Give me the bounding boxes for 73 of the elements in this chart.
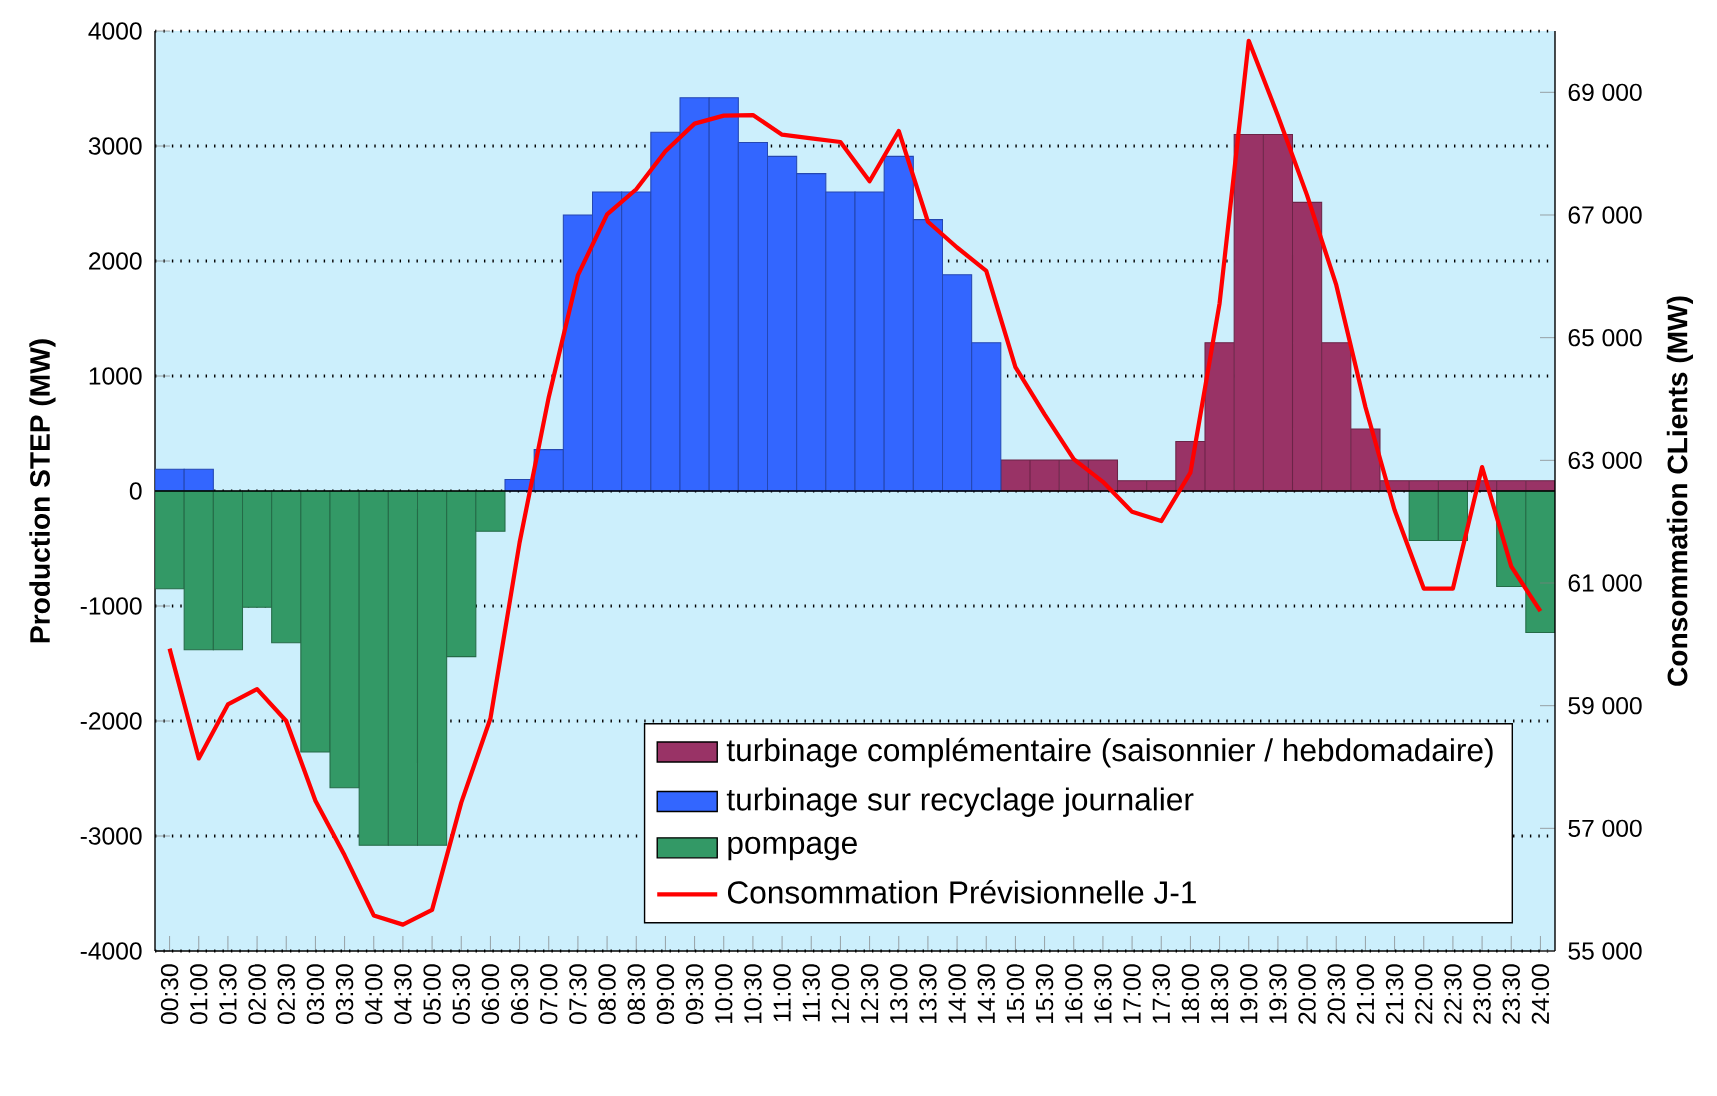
y-tick-label: 2000 <box>89 252 142 270</box>
x-tick-label: 11:00 <box>773 964 791 1022</box>
x-tick-label: 23:30 <box>1502 964 1520 1024</box>
x-tick-label: 19:00 <box>1240 964 1258 1024</box>
x-tick-label: 03:00 <box>306 964 325 1025</box>
y2-tick-label: 61 000 <box>1568 574 1642 592</box>
y2-axis-title: Consommation CLients (MW) <box>1666 296 1694 686</box>
x-tick-label: 18:00 <box>1181 964 1200 1024</box>
x-tick-label: 15:00 <box>1006 964 1025 1024</box>
y-tick-label: 0 <box>129 482 142 500</box>
line-series <box>167 38 1543 927</box>
x-tick-label: 01:30 <box>219 964 237 1025</box>
y-axis-title: Production STEP (MW) <box>29 339 56 643</box>
y2-tick-label: 57 000 <box>1568 819 1642 838</box>
x-tick-label: 20:30 <box>1327 964 1345 1024</box>
x-tick-label: 17:30 <box>1152 964 1170 1024</box>
x-tick-label: 12:30 <box>860 964 879 1024</box>
x-tick-label: 05:30 <box>452 964 470 1025</box>
x-tick-label: 21:00 <box>1356 964 1375 1024</box>
x-tick-label: 00:30 <box>160 964 179 1025</box>
x-tick-label: 04:00 <box>365 964 383 1025</box>
bar <box>1000 459 1031 492</box>
y2-tick-label: 59 000 <box>1568 697 1642 715</box>
y-tick-label: -1000 <box>80 597 142 615</box>
x-tick-label: 03:30 <box>335 964 354 1025</box>
x-tick-label: 21:30 <box>1385 964 1404 1024</box>
x-tick-label: 14:30 <box>977 964 995 1024</box>
x-tick-label: 11:30 <box>802 964 820 1022</box>
x-tick-label: 12:00 <box>831 964 850 1024</box>
x-tick-label: 15:30 <box>1035 964 1054 1024</box>
x-tick-label: 10:30 <box>744 964 762 1024</box>
x-tick-label: 02:00 <box>248 964 266 1025</box>
x-tick-label: 05:00 <box>423 964 441 1025</box>
y-tick-label: 4000 <box>88 22 142 40</box>
legend-label: turbinage sur recyclage journalier <box>726 787 1194 817</box>
x-tick-label: 16:30 <box>1094 964 1112 1024</box>
x-tick-label: 01:00 <box>190 964 208 1025</box>
y-tick-label: -2000 <box>80 712 142 730</box>
y2-tick-label: 65 000 <box>1568 328 1642 347</box>
x-tick-label: 09:30 <box>685 964 704 1025</box>
x-tick-label: 19:30 <box>1269 964 1287 1024</box>
y-tick-label: -4000 <box>80 942 142 960</box>
x-tick-label: 22:00 <box>1415 964 1433 1024</box>
x-tick-label: 09:00 <box>656 964 675 1025</box>
x-tick-label: 10:00 <box>715 964 733 1024</box>
x-tick-label: 13:30 <box>919 964 937 1024</box>
x-tick-label: 16:00 <box>1065 964 1083 1024</box>
y2-tick-label: 69 000 <box>1568 83 1642 102</box>
x-tick-label: 22:30 <box>1444 964 1462 1024</box>
y-tick-label: 3000 <box>88 137 142 155</box>
legend-label: turbinage complémentaire (saisonnier / hebdomadaire) <box>726 737 1493 768</box>
x-tick-label: 23:00 <box>1473 964 1491 1024</box>
x-tick-label: 18:30 <box>1210 964 1229 1024</box>
x-tick-label: 13:00 <box>890 964 908 1024</box>
x-tick-label: 07:30 <box>569 964 587 1025</box>
y2-tick-label: 55 000 <box>1568 942 1642 960</box>
x-tick-label: 14:00 <box>948 964 966 1024</box>
legend-label: pompage <box>728 836 857 861</box>
x-tick-label: 07:00 <box>540 964 558 1025</box>
x-tick-label: 08:00 <box>598 964 616 1025</box>
x-tick-label: 17:00 <box>1123 964 1141 1024</box>
x-tick-label: 06:30 <box>510 964 529 1025</box>
x-tick-label: 06:00 <box>481 964 500 1025</box>
y-tick-label: -3000 <box>80 827 142 845</box>
legend-label: Consommation Prévisionnelle J-1 <box>727 880 1196 904</box>
x-tick-label: 08:30 <box>627 964 645 1025</box>
x-tick-label: 04:30 <box>394 964 412 1025</box>
x-tick-label: 02:30 <box>277 964 295 1025</box>
y2-tick-label: 67 000 <box>1568 206 1642 224</box>
x-tick-label: 24:00 <box>1531 964 1550 1024</box>
y2-tick-label: 63 000 <box>1568 451 1642 470</box>
x-tick-label: 20:00 <box>1298 964 1316 1024</box>
y-tick-label: 1000 <box>89 367 142 385</box>
